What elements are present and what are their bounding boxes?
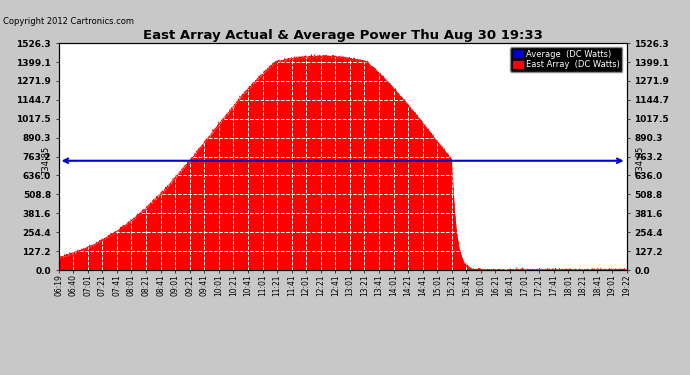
Title: East Array Actual & Average Power Thu Aug 30 19:33: East Array Actual & Average Power Thu Au… xyxy=(143,29,542,42)
Text: 734.85: 734.85 xyxy=(41,146,50,176)
Text: 734.85: 734.85 xyxy=(635,146,644,176)
Legend: Average  (DC Watts), East Array  (DC Watts): Average (DC Watts), East Array (DC Watts… xyxy=(510,47,622,72)
Text: Copyright 2012 Cartronics.com: Copyright 2012 Cartronics.com xyxy=(3,17,135,26)
